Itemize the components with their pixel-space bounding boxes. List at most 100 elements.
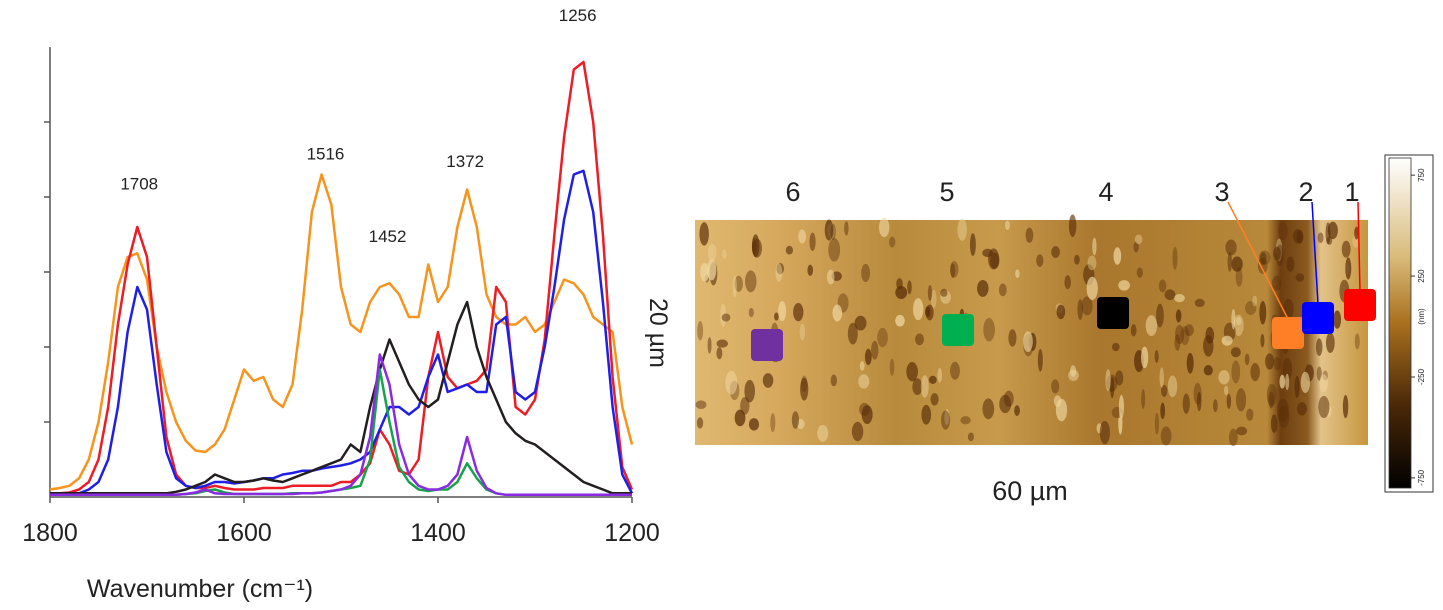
texture-spot [798,229,807,244]
texture-spot [1160,402,1166,420]
texture-spot [762,373,774,388]
texture-spot [1205,327,1215,344]
texture-spot [1118,394,1125,419]
texture-spot [895,314,905,327]
texture-spot [707,337,712,354]
texture-spot [1175,324,1185,345]
leader-line [1311,201,1319,305]
texture-spot [1233,314,1244,337]
texture-spot [1203,365,1213,376]
texture-spot [1074,254,1080,265]
texture-spot [1174,334,1181,351]
texture-spot [913,298,924,321]
texture-spot [1160,426,1172,446]
texture-spot [775,263,783,282]
texture-spot [1341,240,1351,258]
marker-label: 1 [1344,177,1359,207]
texture-spot [941,410,951,430]
texture-spot [809,232,816,251]
texture-spot [1008,329,1017,347]
texture-spot [1092,237,1097,256]
texture-spot [927,284,933,301]
texture-spot [1265,353,1275,370]
marker [1344,289,1376,321]
texture-spot [861,405,873,424]
texture-spot [1037,348,1043,372]
texture-spot [1140,346,1149,369]
texture-spot [1273,246,1281,261]
texture-spot [1295,273,1305,282]
texture-spot [1196,391,1202,412]
texture-spot [1228,428,1238,447]
texture-spot [1226,393,1232,409]
texture-spot [1259,300,1267,325]
texture-spot [740,396,750,415]
texture-spot [1286,256,1295,272]
texture-spot [1227,251,1233,272]
texture-spot [1225,239,1237,256]
texture-spot [1180,326,1190,346]
texture-spot [983,317,995,342]
texture-spot [1174,294,1185,303]
texture-spot [1172,246,1178,270]
texture-spot [1236,388,1247,412]
texture-spot [1154,412,1160,435]
texture-spot [957,218,967,241]
spectrum-line [50,300,632,495]
texture-spot [1133,241,1139,253]
x-tick-label: 1600 [216,519,272,547]
colorbar-label: (nm) [1417,308,1426,325]
texture-spot [696,417,704,429]
texture-spot [1250,362,1260,382]
spectrum-line [50,60,634,495]
texture-spot [1231,360,1241,384]
texture-spot [940,288,948,297]
texture-spot [716,347,723,360]
texture-spot [915,333,924,346]
texture-spot [1025,227,1034,243]
texture-spot [950,263,956,279]
texture-spot [707,259,717,281]
texture-spot [1273,356,1281,371]
texture-spot [930,289,937,309]
texture-spot [708,243,717,262]
leader-line [1227,201,1289,320]
texture-spot [832,304,843,322]
texture-spot [1051,379,1060,394]
texture-spot [1333,310,1342,329]
texture-spot [982,398,995,420]
texture-spot [999,394,1012,414]
texture-spot [770,413,776,433]
texture-spot [1282,358,1293,380]
texture-spot [1252,295,1258,307]
texture-spot [859,361,865,371]
texture-spot [1300,371,1310,394]
texture-spot [732,275,737,298]
texture-spot [854,315,867,331]
texture-spot [895,285,908,300]
texture-spot [1322,370,1328,381]
texture-spot [858,374,870,389]
texture-spot [1292,229,1303,244]
texture-spot [1158,279,1167,293]
texture-spot [734,275,743,292]
texture-spot [745,270,757,293]
texture-spot [1023,331,1033,352]
texture-spot [920,375,929,398]
texture-spot [1145,315,1158,337]
texture-spot [1236,426,1248,436]
texture-spot [1213,399,1218,413]
marker [1272,317,1304,349]
texture-spot [1154,350,1159,363]
texture-spot [969,233,976,257]
texture-spot [1317,232,1324,244]
texture-spot [748,307,754,318]
texture-spot [1316,366,1322,381]
image-x-label: 60 µm [992,476,1068,506]
image-y-label: 20 µm [644,298,672,368]
texture-spot [1118,280,1130,291]
texture-spot [1086,276,1098,301]
texture-spot [960,416,971,425]
peak-label: 1372 [446,152,484,171]
